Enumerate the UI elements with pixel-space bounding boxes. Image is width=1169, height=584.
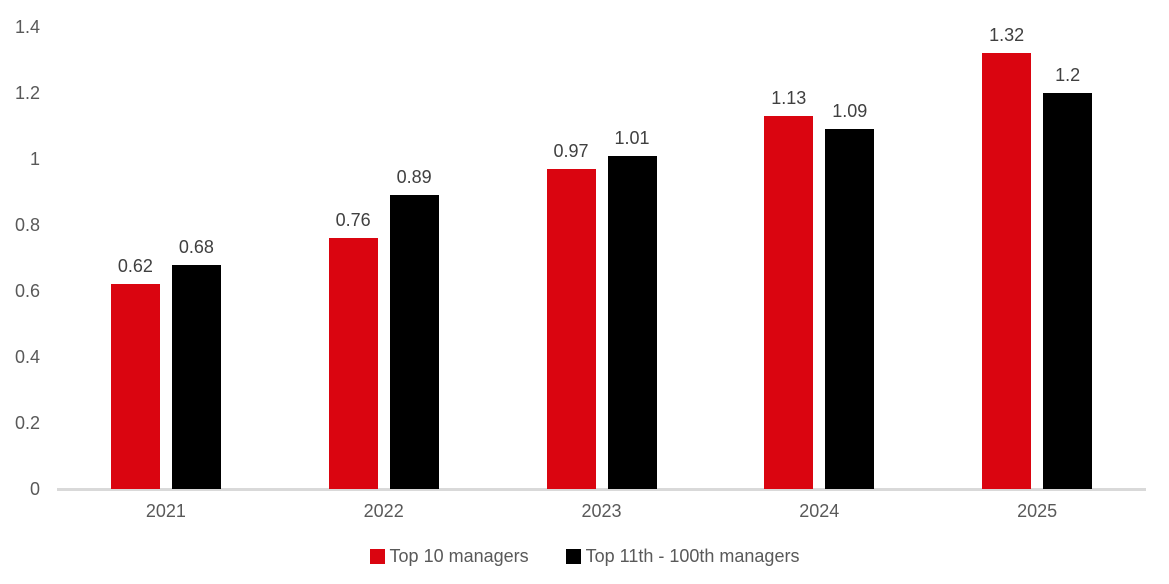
x-axis-category-label: 2024	[799, 501, 840, 521]
x-axis-category-label: 2023	[581, 501, 622, 521]
bar-value-label: 1.32	[989, 25, 1025, 46]
y-axis-tick-label: 1.4	[14, 17, 40, 37]
legend-item-top-11-100-managers: Top 11th - 100th managers	[565, 546, 800, 567]
bar-value-label: 1.13	[771, 88, 807, 109]
bar-value-label: 1.01	[614, 127, 650, 148]
bar-series-1-2024	[825, 129, 875, 489]
y-axis-tick-label: 0.4	[14, 347, 40, 367]
legend-swatch-top-11-100-managers	[565, 549, 581, 564]
y-axis-tick-label: 0.2	[14, 413, 40, 433]
bar-value-label: 1.09	[832, 101, 868, 122]
x-axis-category-label: 2022	[363, 501, 404, 521]
bar-value-label: 0.97	[553, 140, 589, 161]
bar-series-0-2025	[982, 53, 1032, 489]
legend-label-top-10-managers: Top 10 managers	[389, 546, 529, 566]
y-axis-tick-label: 1.2	[14, 83, 40, 103]
x-axis-line	[57, 488, 1146, 491]
bar-series-0-2021	[110, 284, 160, 489]
x-axis-category-label: 2021	[145, 501, 186, 521]
legend-swatch-top-10-managers	[369, 549, 385, 564]
y-axis-tick-label: 0.6	[14, 281, 40, 301]
bar-value-label: 1.2	[1055, 65, 1081, 85]
bar-series-0-2023	[546, 168, 596, 489]
bar-series-1-2025	[1043, 93, 1093, 489]
bar-series-0-2022	[328, 238, 378, 489]
x-axis-category-label: 2025	[1017, 501, 1058, 521]
legend-label-top-11-100-managers: Top 11th - 100th managers	[585, 546, 800, 566]
bar-series-1-2022	[389, 195, 439, 489]
bar-series-1-2021	[171, 264, 221, 489]
y-axis-tick-label: 1	[29, 149, 40, 169]
bar-value-label: 0.89	[396, 167, 432, 188]
legend: Top 10 managers Top 11th - 100th manager…	[0, 546, 1169, 567]
bar-value-label: 0.62	[117, 256, 153, 277]
bar-series-1-2023	[607, 155, 657, 489]
y-axis-tick-label: 0	[29, 479, 40, 499]
legend-item-top-10-managers: Top 10 managers	[369, 546, 529, 567]
bar-value-label: 0.76	[335, 210, 371, 231]
y-axis-tick-label: 0.8	[14, 215, 40, 235]
bar-value-label: 0.68	[178, 236, 214, 257]
bar-series-0-2024	[764, 116, 814, 489]
